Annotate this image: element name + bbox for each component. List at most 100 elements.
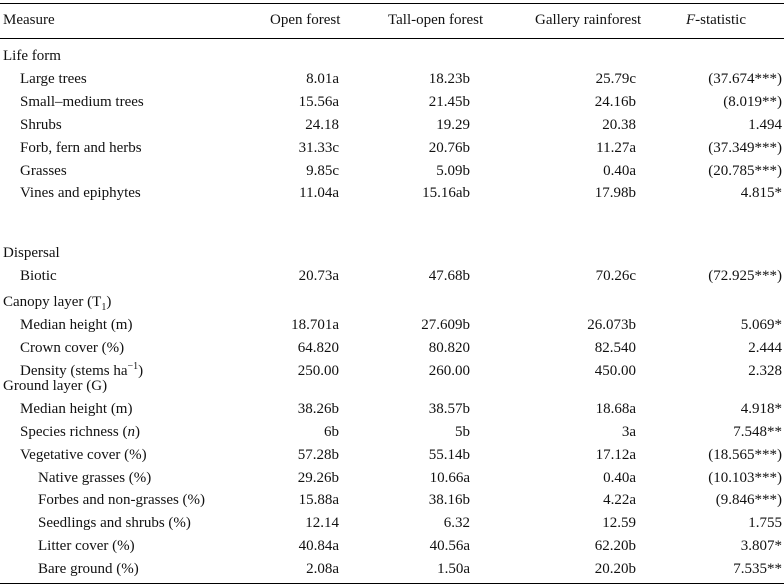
tall-open-forest-value: 80.820 xyxy=(428,340,470,356)
tall-open-forest-value: 260.00 xyxy=(428,363,470,379)
row-label: Shrubs xyxy=(20,114,62,137)
f-statistic-value: 5.069* xyxy=(740,317,782,333)
f-statistic-value: 3.807* xyxy=(740,538,782,554)
row-label-text: Grasses xyxy=(20,163,67,179)
gallery-rainforest-value: 20.38 xyxy=(602,117,636,133)
table-row: Forbes and non-grasses (%) 15.88a 38.16b 4.… xyxy=(0,489,784,512)
f-statistic-value: (10.103***) xyxy=(708,470,782,486)
row-label-text: Crown cover (%) xyxy=(20,340,125,356)
header-f-rest: -statistic xyxy=(695,12,746,28)
open-forest-value: 15.56a xyxy=(298,94,339,110)
tall-open-forest-value: 40.56a xyxy=(429,538,470,554)
row-label-text: Small–medium trees xyxy=(20,94,144,110)
open-forest-value: 11.04a xyxy=(299,185,339,201)
f-statistic-value: (20.785***) xyxy=(708,163,782,179)
gallery-rainforest-value: 4.22a xyxy=(603,492,636,508)
section-title-text: Canopy layer (T xyxy=(3,294,102,310)
f-statistic-value: 1.494 xyxy=(748,117,782,133)
section-title: Dispersal xyxy=(3,242,60,265)
section-title: Canopy layer (T1) xyxy=(3,291,111,314)
tall-open-forest-value: 10.66a xyxy=(429,470,470,486)
header-rule xyxy=(0,38,784,39)
table-row: Shrubs 24.18 19.29 20.38 1.494 xyxy=(0,114,784,137)
open-forest-value: 12.14 xyxy=(305,515,339,531)
tall-open-forest-value: 27.609b xyxy=(421,317,470,333)
gallery-rainforest-value: 82.540 xyxy=(594,340,636,356)
section-header-row: Ground layer (G) xyxy=(0,375,784,398)
section-header-row: Life form xyxy=(0,45,784,68)
open-forest-value: 29.26b xyxy=(297,470,339,486)
row-label: Large trees xyxy=(20,68,87,91)
table-row: Native grasses (%) 29.26b 10.66a 0.40a (10.1… xyxy=(0,467,784,490)
row-label: Forb, fern and herbs xyxy=(20,137,142,160)
gallery-rainforest-value: 11.27a xyxy=(596,140,636,156)
row-label-end: ) xyxy=(134,424,140,440)
gallery-rainforest-value: 0.40a xyxy=(603,470,636,486)
gallery-rainforest-value: 450.00 xyxy=(594,363,636,379)
gallery-rainforest-value: 18.68a xyxy=(595,401,636,417)
gallery-rainforest-value: 62.20b xyxy=(594,538,636,554)
gallery-rainforest-value: 3a xyxy=(621,424,636,440)
f-statistic-value: (72.925***) xyxy=(708,268,782,284)
tall-open-forest-value: 6.32 xyxy=(443,515,470,531)
row-label-text: Density (stems ha xyxy=(20,363,128,379)
tall-open-forest-value: 5b xyxy=(455,424,470,440)
gallery-rainforest-value: 17.12a xyxy=(595,447,636,463)
tall-open-forest-value: 19.29 xyxy=(436,117,470,133)
row-label: Bare ground (%) xyxy=(38,558,139,581)
table-row: Crown cover (%) 64.820 80.820 82.540 2.444 xyxy=(0,337,784,360)
header-tall-open-forest: Tall-open forest xyxy=(388,12,484,28)
open-forest-value: 15.88a xyxy=(298,492,339,508)
row-label-text: Forbes and non-grasses (%) xyxy=(38,492,206,508)
tall-open-forest-value: 47.68b xyxy=(428,268,470,284)
header-open-forest: Open forest xyxy=(270,12,341,28)
open-forest-value: 24.18 xyxy=(305,117,339,133)
tall-open-forest-value: 55.14b xyxy=(428,447,470,463)
f-statistic-value: (37.674***) xyxy=(708,71,782,87)
open-forest-value: 31.33c xyxy=(298,140,339,156)
open-forest-value: 9.85c xyxy=(306,163,339,179)
open-forest-value: 250.00 xyxy=(297,363,339,379)
row-label-text: Litter cover (%) xyxy=(38,538,135,554)
row-label: Litter cover (%) xyxy=(38,535,135,558)
row-label: Crown cover (%) xyxy=(20,337,124,360)
table-row: Seedlings and shrubs (%) 12.14 6.32 12.59 1.… xyxy=(0,512,784,535)
section-title-end: ) xyxy=(106,294,112,310)
row-label-italic: n xyxy=(127,424,135,440)
open-forest-value: 38.26b xyxy=(297,401,339,417)
f-statistic-value: (18.565***) xyxy=(708,447,782,463)
table-row: Large trees 8.01a 18.23b 25.79c (37.674***) xyxy=(0,68,784,91)
open-forest-value: 18.701a xyxy=(291,317,339,333)
gallery-rainforest-value: 17.98b xyxy=(594,185,636,201)
section-title-text: Life form xyxy=(3,48,61,64)
row-label: Vegetative cover (%) xyxy=(20,444,147,467)
row-label-text: Native grasses (%) xyxy=(38,470,152,486)
tall-open-forest-value: 18.23b xyxy=(428,71,470,87)
row-label-text: Vines and epiphytes xyxy=(20,185,141,201)
f-statistic-value: (8.019**) xyxy=(723,94,782,110)
section-title: Life form xyxy=(3,45,61,68)
open-forest-value: 20.73a xyxy=(298,268,339,284)
table-row: Species richness (n) 6b 5b 3a 7.548** xyxy=(0,421,784,444)
section-header-row: Dispersal xyxy=(0,242,784,265)
row-label-text: Median height (m) xyxy=(20,317,133,333)
table-row: Litter cover (%) 40.84a 40.56a 62.20b 3.807* xyxy=(0,535,784,558)
table-row: Density (stems ha−1) 250.00 260.00 450.00 2.… xyxy=(0,360,784,383)
gallery-rainforest-value: 24.16b xyxy=(594,94,636,110)
f-statistic-value: 7.535** xyxy=(733,561,782,577)
top-rule xyxy=(0,3,784,4)
gallery-rainforest-value: 70.26c xyxy=(595,268,636,284)
row-label-text: Biotic xyxy=(20,268,57,284)
row-label: Median height (m) xyxy=(20,314,132,337)
f-statistic-value: (9.846***) xyxy=(715,492,782,508)
row-label: Small–medium trees xyxy=(20,91,144,114)
table-row: Median height (m) 18.701a 27.609b 26.073b 5.… xyxy=(0,314,784,337)
row-label-text: Vegetative cover (%) xyxy=(20,447,147,463)
table-row: Small–medium trees 15.56a 21.45b 24.16b (8.0… xyxy=(0,91,784,114)
row-label: Forbes and non-grasses (%) xyxy=(38,489,205,512)
header-row: Measure Open forest Tall-open forest Gal… xyxy=(0,9,784,32)
tall-open-forest-value: 38.16b xyxy=(428,492,470,508)
row-label: Biotic xyxy=(20,265,57,288)
gallery-rainforest-value: 0.40a xyxy=(603,163,636,179)
table-row: Bare ground (%) 2.08a 1.50a 20.20b 7.535** xyxy=(0,558,784,581)
